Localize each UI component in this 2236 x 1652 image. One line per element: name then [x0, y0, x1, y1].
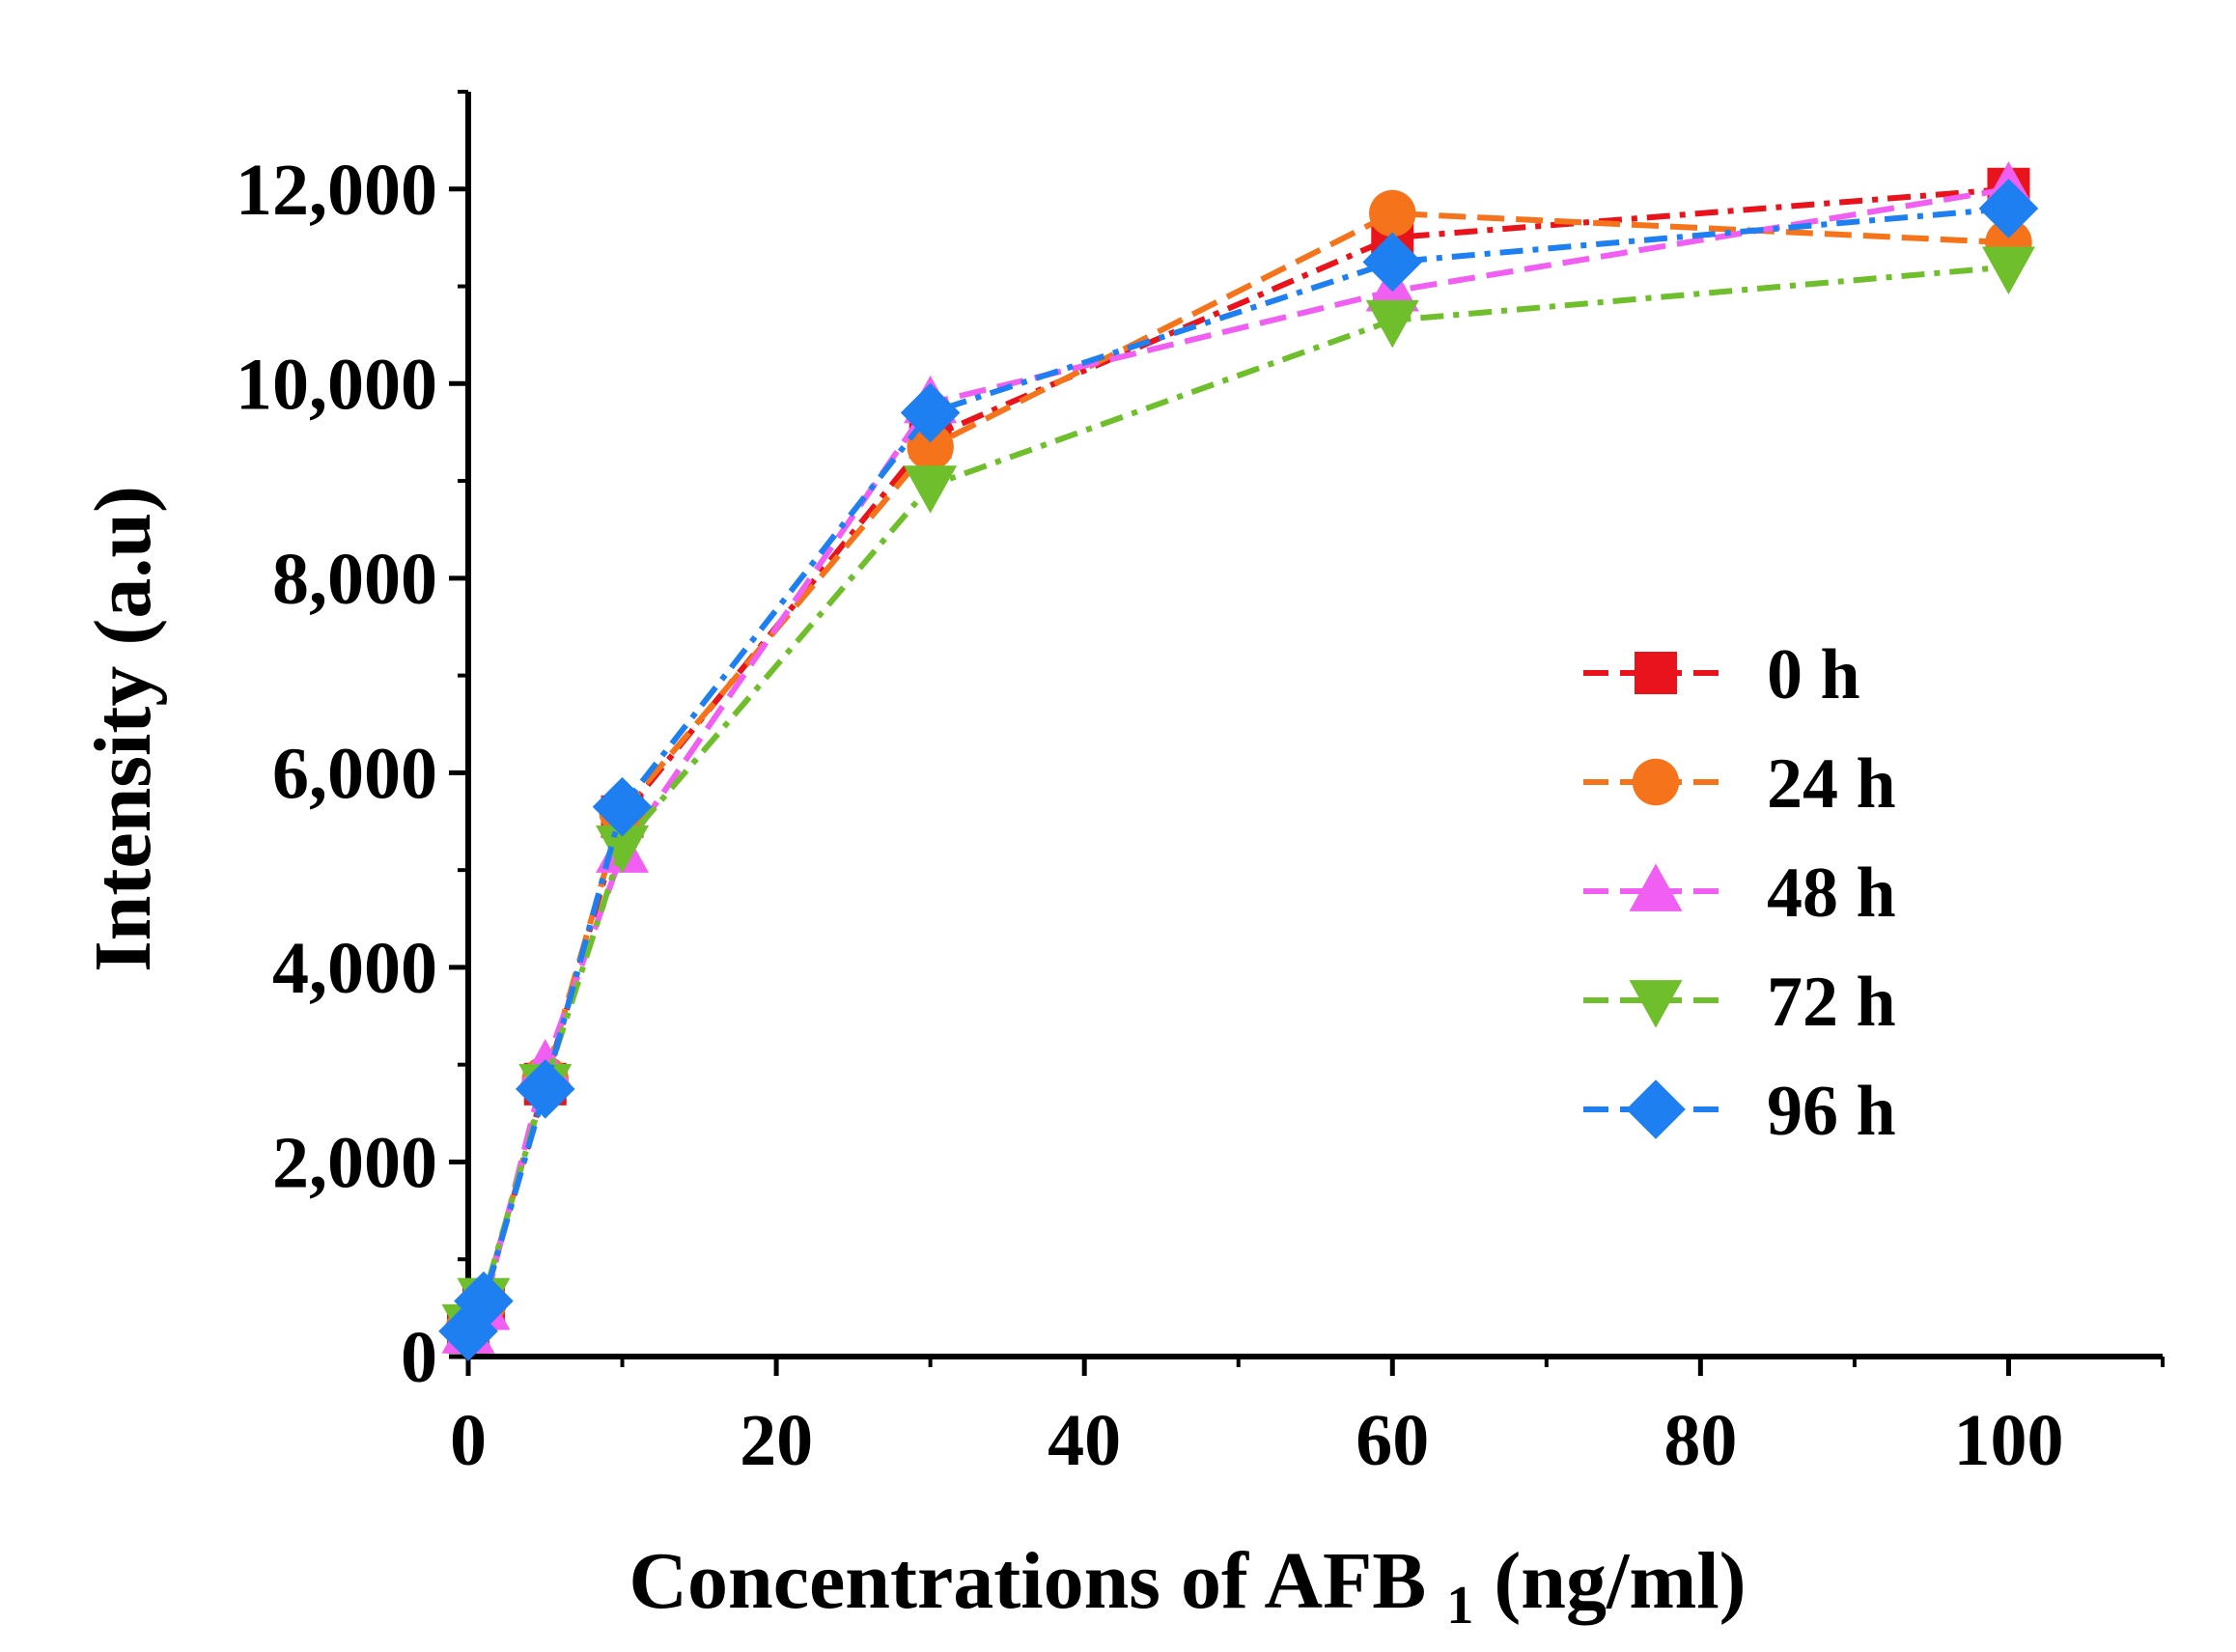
data-point — [900, 382, 961, 443]
data-point — [1978, 179, 2039, 238]
x-tick-label: 100 — [1953, 1400, 2063, 1481]
legend-label: 24 h — [1767, 744, 1896, 824]
y-axis-title: Intensity (a.u) — [78, 486, 168, 972]
series-layer — [438, 161, 2039, 1361]
x-tick-label: 40 — [1048, 1400, 1121, 1481]
data-point — [515, 1059, 575, 1119]
legend-item: 72 h — [1583, 963, 1896, 1042]
series-4 — [438, 179, 2039, 1361]
y-tick-label: 10,000 — [236, 344, 437, 425]
legend: 0 h 24 h 48 h 72 h 96 h — [1583, 635, 1896, 1151]
axes: 0 2,000 4,000 6,000 8,000 10,000 12,000 0 20 40 60… — [236, 90, 2165, 1481]
data-point — [904, 465, 958, 514]
legend-marker — [1632, 758, 1680, 806]
legend-label: 72 h — [1767, 963, 1896, 1042]
x-tick-label: 0 — [450, 1400, 487, 1481]
data-point — [454, 1271, 514, 1331]
data-point — [1362, 232, 1423, 293]
data-point — [592, 776, 653, 837]
x-tick-label: 80 — [1663, 1400, 1737, 1481]
legend-item: 96 h — [1583, 1072, 1896, 1151]
legend-marker — [1629, 863, 1683, 911]
legend-marker — [1635, 652, 1677, 694]
x-tick-label: 60 — [1356, 1400, 1429, 1481]
legend-label: 96 h — [1767, 1072, 1896, 1151]
legend-item: 0 h — [1583, 635, 1860, 714]
data-point — [1981, 246, 2035, 294]
legend-item: 48 h — [1583, 854, 1896, 933]
legend-marker — [1629, 980, 1683, 1028]
data-point — [596, 826, 650, 874]
data-point — [1365, 299, 1419, 349]
y-tick-label: 12,000 — [236, 150, 437, 231]
legend-marker — [1626, 1079, 1686, 1139]
y-tick-label: 6,000 — [272, 733, 437, 814]
legend-item: 24 h — [1583, 744, 1896, 824]
x-axis-title-unit: (ng/ml) — [1494, 1536, 1746, 1626]
y-tick-label: 2,000 — [272, 1122, 437, 1203]
x-axis-title: Concentrations of AFB 1 (ng/ml) — [629, 1536, 1746, 1641]
legend-label: 48 h — [1767, 854, 1896, 933]
y-tick-label: 0 — [401, 1317, 437, 1398]
data-point — [907, 423, 954, 471]
x-tick-label: 20 — [740, 1400, 813, 1481]
y-tick-label: 8,000 — [272, 539, 437, 620]
x-axis-title-subscript: 1 — [1446, 1576, 1473, 1636]
data-point — [1369, 189, 1416, 238]
x-axis-title-main: Concentrations of AFB — [629, 1536, 1426, 1626]
y-tick-label: 4,000 — [272, 928, 437, 1009]
legend-label: 0 h — [1767, 635, 1860, 714]
